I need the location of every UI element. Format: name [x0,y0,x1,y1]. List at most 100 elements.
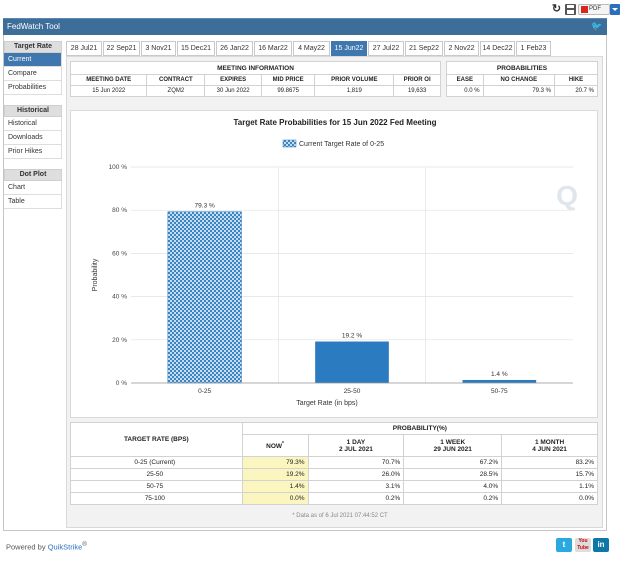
period-header-line1: 1 MONTH [534,438,565,446]
target-rate-probability-table: TARGET RATE (BPS) PROBABILITY(%) NOW* 1 DAY… [70,422,599,505]
sidebar-item-compare[interactable]: Compare [4,67,62,81]
period-header-line2: 4 JUN 2021 [532,445,567,453]
bar-50-75[interactable] [462,379,537,383]
meeting-tabs: 28 Jul21 22 Sep21 3 Nov21 15 Dec21 26 Jan22 1… [66,41,603,56]
probability-cell: 70.7% [307,456,405,469]
y-axis-label: Probability [92,258,99,291]
probability-cell: 83.2% [501,456,598,469]
tab-meeting-date[interactable]: 16 Mar22 [254,41,292,56]
probability-value: 79.3 % [482,85,556,97]
quikstrike-watermark-icon: Q [556,180,578,211]
print-icon[interactable] [565,4,576,15]
period-header-line2: 29 JUN 2021 [433,445,472,453]
powered-by: Powered by QuikStrike® [6,541,87,552]
meeting-info-header: CONTRACT [146,74,206,86]
quikstrike-link[interactable]: QuikStrike [47,542,83,552]
probability-value: 0.0 % [446,85,484,97]
x-tick-label: 0-25 [198,388,211,395]
period-header-line2: 2 JUL 2021 [339,445,373,453]
probability-header: NO CHANGE [482,74,556,86]
footer: Powered by QuikStrike® t You Tube in [3,532,609,556]
sidebar-item-probabilities[interactable]: Probabilities [4,81,62,95]
sidebar-item-prior-hikes[interactable]: Prior Hikes [4,145,62,159]
tab-meeting-date[interactable]: 28 Jul21 [66,41,102,56]
linkedin-icon[interactable]: in [593,538,609,552]
sidebar-group-header: Dot Plot [4,169,62,181]
meeting-info-value: 19,633 [393,85,441,97]
meeting-info-header: PRIOR OI [393,74,441,86]
chart-svg: Target Rate Probabilities for 15 Jun 202… [92,118,578,407]
tab-meeting-date[interactable]: 4 May22 [293,41,330,56]
tab-meeting-date[interactable]: 15 Dec21 [177,41,215,56]
probability-cell: 0.0% [241,492,309,505]
period-header: NOW* [241,434,309,457]
bar-value-label: 79.3 % [195,203,215,210]
period-header: 1 DAY 2 JUL 2021 [307,434,405,457]
pdf-export-button[interactable]: PDF [578,4,620,15]
probability-header: HIKE [554,74,598,86]
probability-cell: 0.2% [403,492,503,505]
data-timestamp-note: * Data as of 6 Jul 2021 07:44:52 CT [292,513,388,519]
legend-label: Current Target Rate of 0-25 [299,141,384,148]
probability-cell: 0.0% [501,492,598,505]
sidebar-group-header: Target Rate [4,41,62,53]
period-header-marker: * [282,440,284,447]
tab-meeting-date[interactable]: 3 Nov21 [141,41,176,56]
table-row: 75-100 0.0% 0.2% 0.2% 0.0% [70,492,598,505]
x-tick-label: 50-75 [491,388,508,395]
meeting-info-header: MID PRICE [260,74,316,86]
target-rate-cell: 50-75 [70,480,243,493]
tab-meeting-date[interactable]: 21 Sep22 [405,41,443,56]
registered-mark: ® [82,541,87,548]
sidebar-item-chart[interactable]: Chart [4,181,62,195]
probability-cell: 26.0% [307,468,405,481]
probabilities-title: PROBABILITIES [446,61,598,75]
period-header-line1: NOW [266,443,283,451]
bar-value-label: 1.4 % [491,371,508,378]
tab-meeting-date[interactable]: 27 Jul22 [368,41,404,56]
tab-meeting-date[interactable]: 2 Nov22 [444,41,479,56]
tab-meeting-date[interactable]: 26 Jan22 [216,41,253,56]
tab-meeting-date[interactable]: 22 Sep21 [103,41,140,56]
probabilities-table: PROBABILITIES EASE NO CHANGE HIKE 0.0 % 79.… [446,61,598,97]
powered-by-prefix: Powered by [6,542,48,552]
youtube-icon[interactable]: You Tube [575,538,591,552]
period-header-line1: 1 WEEK [440,438,466,446]
y-tick-label: 0 % [116,380,127,387]
twitter-icon[interactable]: 🐦 [591,21,603,31]
sidebar-group-header: Historical [4,105,62,117]
sidebar-item-downloads[interactable]: Downloads [4,131,62,145]
probability-cell: 1.4% [241,480,309,493]
table-row: 50-75 1.4% 3.1% 4.0% 1.1% [70,480,598,493]
probability-cell: 28.5% [403,468,503,481]
sidebar-item-table[interactable]: Table [4,195,62,209]
y-tick-label: 20 % [112,337,127,344]
bar-25-50[interactable] [315,341,389,383]
period-header-line1: 1 DAY [346,438,366,446]
refresh-icon[interactable]: ↻ [551,3,562,15]
x-axis-label: Target Rate (in bps) [296,400,357,407]
table-row: 25-50 19.2% 26.0% 28.5% 15.7% [70,468,598,481]
tab-meeting-date[interactable]: 15 Jun22 [331,41,367,56]
tab-meeting-date[interactable]: 1 Feb23 [516,41,551,56]
chevron-down-icon[interactable] [610,4,620,15]
meeting-info-header: EXPIRES [204,74,262,86]
meeting-info-value: ZQM2 [146,85,206,97]
y-tick-label: 60 % [112,250,127,257]
y-tick-label: 100 % [109,164,128,171]
target-rate-cell: 75-100 [70,492,243,505]
bar-0-25[interactable] [167,211,242,384]
probability-cell: 3.1% [307,480,405,493]
x-tick-label: 25-50 [344,388,361,395]
sidebar-item-historical[interactable]: Historical [4,117,62,131]
tab-meeting-date[interactable]: 14 Dec22 [480,41,515,56]
sidebar-item-current[interactable]: Current [4,53,62,67]
meeting-info-title: MEETING INFORMATION [70,61,441,75]
y-tick-label: 80 % [112,207,127,214]
target-rate-cell: 0-25 (Current) [70,456,243,469]
pdf-icon [581,6,588,13]
twitter-icon[interactable]: t [556,538,572,552]
target-rate-cell: 25-50 [70,468,243,481]
period-header: 1 WEEK 29 JUN 2021 [403,434,503,457]
meeting-info-value: 15 Jun 2022 [69,85,148,97]
